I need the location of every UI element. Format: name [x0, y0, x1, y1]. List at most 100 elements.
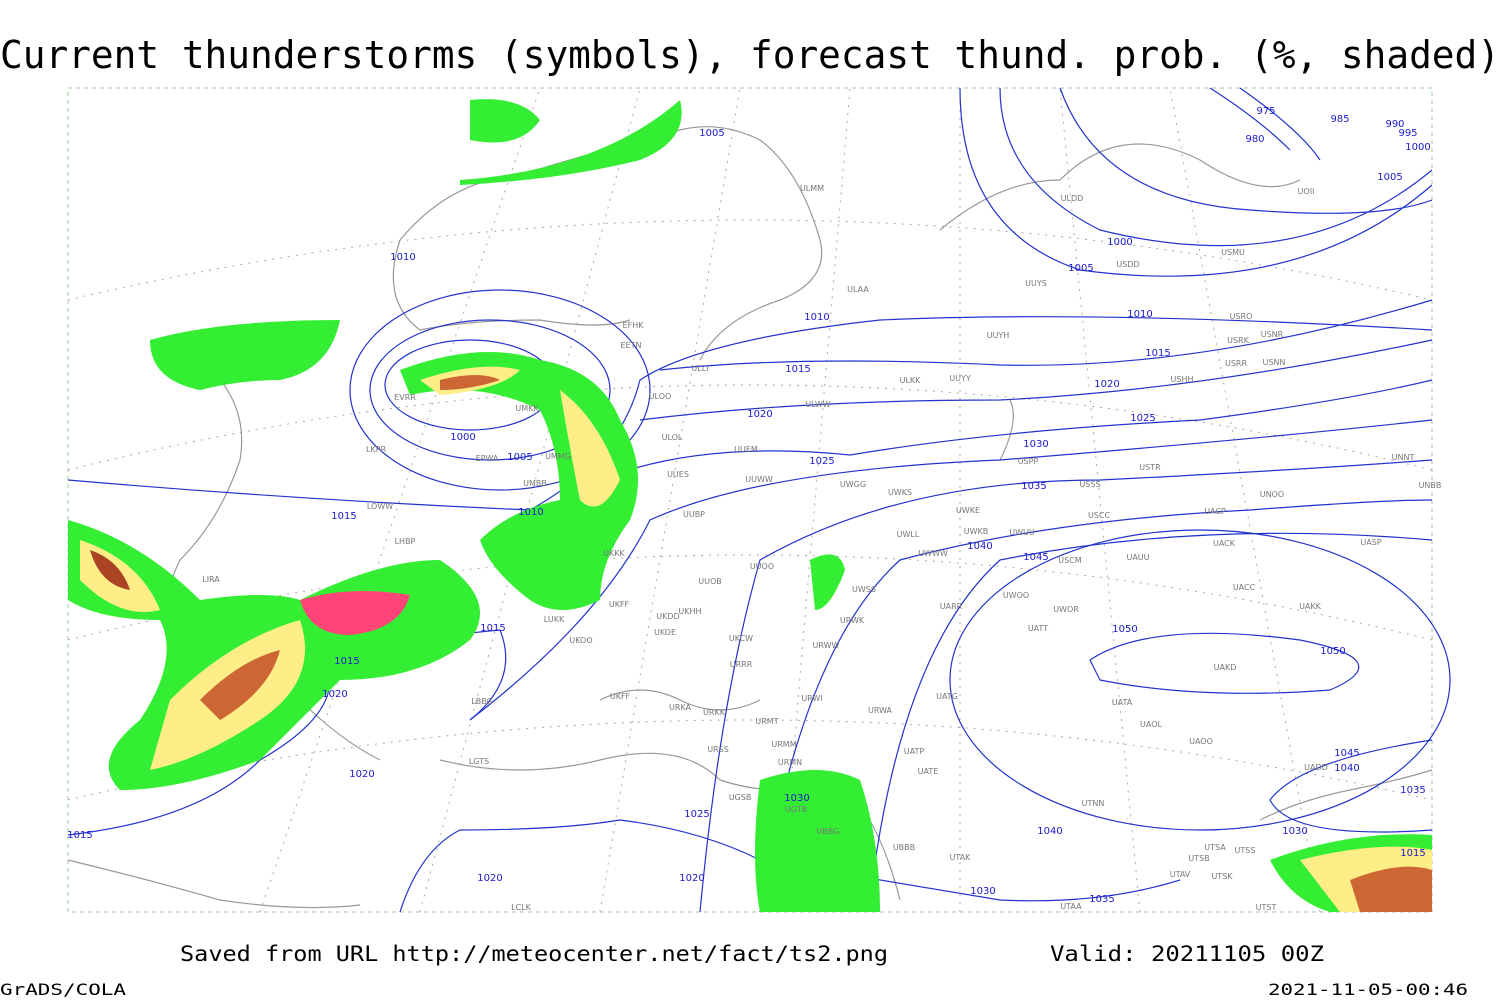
station-label: UTSB: [1188, 854, 1209, 863]
station-label: USSS: [1079, 480, 1100, 489]
station-label: UUYH: [987, 331, 1010, 340]
station-label: USCC: [1088, 511, 1111, 520]
station-label: URSS: [707, 745, 729, 754]
isobar-label: 1040: [967, 541, 992, 552]
station-label: UTSA: [1204, 843, 1226, 852]
station-label: UTSK: [1211, 872, 1233, 881]
station-label: USRR: [1225, 359, 1247, 368]
station-label: UADD: [1304, 763, 1328, 772]
station-label: USPP: [1018, 457, 1039, 466]
isobar-label: 1035: [1089, 894, 1114, 905]
station-label: UUES: [667, 470, 689, 479]
station-label: USHH: [1171, 375, 1194, 384]
station-label: UATG: [936, 692, 958, 701]
isobar-label: 1035: [1400, 785, 1425, 796]
station-label: USRK: [1227, 336, 1249, 345]
station-label: UNBB: [1419, 481, 1442, 490]
isobar-label: 1025: [809, 456, 834, 467]
station-label: LCLK: [511, 903, 532, 912]
station-label: ULOL: [662, 433, 683, 442]
station-label: URRR: [730, 660, 753, 669]
isobar-label: 1020: [322, 689, 347, 700]
isobar-label: 980: [1245, 134, 1264, 145]
station-label: LIRA: [202, 575, 220, 584]
timestamp: 2021-11-05-00:46: [1268, 980, 1468, 999]
station-label: UMMG: [545, 452, 571, 461]
software: GrADS/COLA: [0, 980, 126, 999]
station-label: UUOO: [750, 562, 774, 571]
station-label: USTR: [1139, 463, 1161, 472]
isobar-label: 1005: [507, 452, 532, 463]
station-label: URMT: [755, 717, 778, 726]
isobar-label: 1000: [450, 432, 475, 443]
station-label: UATE: [918, 767, 939, 776]
station-label: UWOO: [1003, 591, 1029, 600]
isobar-label: 1040: [1037, 826, 1062, 837]
station-label: UTAK: [950, 853, 972, 862]
station-label: ULAA: [847, 285, 869, 294]
station-label: UNNT: [1392, 453, 1415, 462]
station-label: UWGG: [840, 480, 866, 489]
station-label: UWWW: [918, 549, 948, 558]
station-label: UAOO: [1189, 737, 1213, 746]
station-label: UWKE: [956, 506, 980, 515]
isobar-label: 1005: [699, 128, 724, 139]
source-url: Saved from URL http://meteocenter.net/fa…: [180, 942, 888, 966]
station-label: URWK: [840, 616, 865, 625]
station-label: UKOE: [654, 628, 676, 637]
station-label: UTSS: [1235, 846, 1256, 855]
station-label: EFHK: [623, 321, 645, 330]
isobar-label: 995: [1398, 128, 1417, 139]
station-label: ULOO: [649, 392, 672, 401]
station-label: UTAA: [1060, 902, 1082, 911]
isobar-label: 1025: [684, 809, 709, 820]
station-label: UWKB: [964, 527, 989, 536]
station-label: UKHH: [678, 607, 701, 616]
isobar-label: 1030: [784, 793, 809, 804]
station-label: UWUU: [1009, 528, 1035, 537]
isobar-label: 1020: [477, 873, 502, 884]
station-label: USMU: [1221, 248, 1245, 257]
station-label: URKK: [703, 708, 726, 717]
station-label: UUWW: [745, 475, 773, 484]
station-label: USRO: [1230, 312, 1253, 321]
station-label: USNR: [1261, 330, 1284, 339]
station-label: UUBP: [683, 510, 705, 519]
isobar-label: 1050: [1112, 624, 1137, 635]
isobar-label: 1020: [349, 769, 374, 780]
station-label: UARR: [940, 602, 963, 611]
isobar-label: 1010: [518, 507, 543, 518]
isobar-label: 1015: [785, 364, 810, 375]
station-label: URWA: [868, 706, 893, 715]
station-label: UBBG: [817, 827, 840, 836]
isobar-label: 1015: [1400, 848, 1425, 859]
isobar-label: 1020: [1094, 379, 1119, 390]
station-label: URMM: [771, 740, 796, 749]
station-label: UAKD: [1214, 663, 1237, 672]
station-label: UMKK: [515, 404, 539, 413]
isobar-label: 1030: [1282, 826, 1307, 837]
station-label: LOWW: [367, 502, 393, 511]
isobar-label: 1005: [1377, 172, 1402, 183]
station-label: EVRR: [394, 393, 416, 402]
station-label: UKKK: [603, 549, 625, 558]
map-frame: [67, 87, 1433, 913]
station-label: USNN: [1263, 358, 1286, 367]
isobar-label: 1025: [1130, 413, 1155, 424]
station-label: LUKK: [544, 615, 565, 624]
isobar-label: 1045: [1334, 748, 1359, 759]
station-label: URKA: [669, 703, 692, 712]
isobar-label: 1010: [390, 252, 415, 263]
station-label: UKDD: [656, 612, 679, 621]
station-label: UASP: [1360, 538, 1381, 547]
station-label: UKFF: [609, 600, 630, 609]
station-label: UMBB: [523, 479, 547, 488]
station-label: UKFF: [610, 692, 631, 701]
station-label: ULMM: [800, 184, 824, 193]
station-label: URMN: [778, 758, 802, 767]
isobar-label: 1030: [1023, 439, 1048, 450]
station-label: ULLI: [691, 364, 708, 373]
station-label: UWKS: [888, 488, 912, 497]
